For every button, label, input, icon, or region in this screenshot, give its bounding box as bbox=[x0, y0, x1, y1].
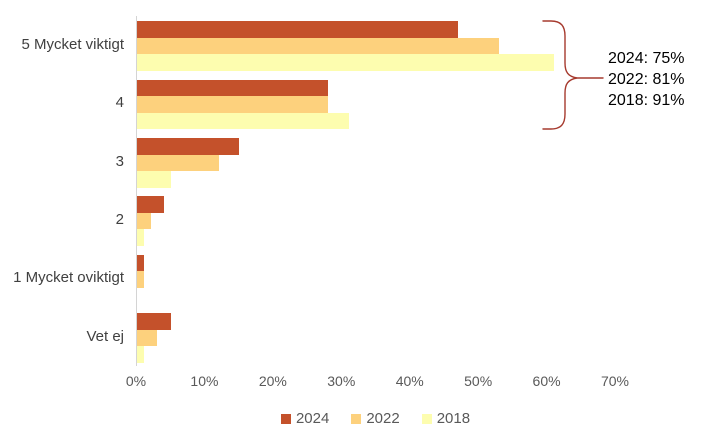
x-tick-label: 0% bbox=[125, 373, 147, 389]
bar-2018-6[interactable] bbox=[137, 346, 144, 363]
bar-2022-1[interactable] bbox=[137, 37, 499, 55]
bar-2024-3[interactable] bbox=[137, 137, 240, 155]
brace-path bbox=[542, 20, 578, 130]
bar-2022-5[interactable] bbox=[137, 271, 144, 288]
bar-2024-2[interactable] bbox=[137, 79, 329, 97]
bar-2022-6[interactable] bbox=[137, 329, 158, 347]
bar-2024-6[interactable] bbox=[137, 312, 172, 330]
category-label: 3 bbox=[0, 133, 124, 191]
category-label: 2 bbox=[0, 191, 124, 249]
bar-2018-4[interactable] bbox=[137, 229, 144, 247]
bar-2024-5[interactable] bbox=[137, 254, 144, 272]
category-row bbox=[137, 249, 615, 307]
category-axis-labels: 5 Mycket viktigt 4 3 2 1 Mycket oviktigt Vet … bbox=[0, 16, 124, 366]
category-label: 5 Mycket viktigt bbox=[0, 16, 124, 74]
legend-swatch-icon bbox=[280, 413, 291, 424]
x-tick-label: 70% bbox=[600, 373, 630, 389]
annotation-line-2018: 2018: 91% bbox=[608, 92, 685, 109]
x-tick-label: 40% bbox=[395, 373, 424, 389]
bar-2022-4[interactable] bbox=[137, 212, 151, 230]
category-label: 1 Mycket oviktigt bbox=[0, 249, 124, 307]
annotation-line-2024: 2024: 75% bbox=[608, 50, 685, 67]
legend-swatch-icon bbox=[421, 413, 432, 424]
legend: 2024 2022 2018 bbox=[136, 410, 615, 427]
x-tick-label: 50% bbox=[464, 373, 493, 389]
category-label-text: 4 bbox=[115, 94, 124, 112]
category-row bbox=[137, 16, 615, 74]
category-label-text: Vet ej bbox=[86, 327, 124, 345]
x-axis: 0% 10% 20% 30% 40% 50% 60% 70% bbox=[126, 373, 629, 391]
category-label: Vet ej bbox=[0, 308, 124, 366]
category-row bbox=[137, 191, 615, 249]
bar-2024-4[interactable] bbox=[137, 196, 165, 213]
category-row bbox=[137, 74, 615, 132]
annotation-line-2022: 2022: 81% bbox=[608, 71, 685, 88]
legend-swatch-icon bbox=[351, 413, 362, 424]
bar-2018-1[interactable] bbox=[137, 54, 554, 72]
category-label: 4 bbox=[0, 74, 124, 132]
bar-2018-3[interactable] bbox=[137, 171, 172, 188]
legend-label: 2018 bbox=[436, 410, 471, 427]
legend-label: 2022 bbox=[366, 410, 400, 427]
legend-item-2024[interactable]: 2024 bbox=[280, 410, 330, 427]
legend-label: 2024 bbox=[295, 410, 330, 427]
x-tick-label: 60% bbox=[532, 373, 561, 389]
category-label-text: 1 Mycket oviktigt bbox=[13, 269, 124, 287]
category-label-text: 2 bbox=[115, 211, 124, 229]
bar-2022-3[interactable] bbox=[137, 154, 219, 172]
category-row bbox=[137, 133, 615, 191]
legend-item-2018[interactable]: 2018 bbox=[421, 410, 471, 427]
category-label-text: 3 bbox=[115, 152, 124, 170]
category-row bbox=[137, 308, 615, 366]
bar-2022-2[interactable] bbox=[137, 96, 329, 113]
category-label-text: 5 Mycket viktigt bbox=[21, 36, 124, 54]
x-tick-label: 20% bbox=[258, 373, 287, 389]
bar-2018-2[interactable] bbox=[137, 112, 349, 130]
brace-annotation-icon bbox=[542, 20, 604, 130]
x-tick-label: 10% bbox=[190, 373, 219, 389]
annotation-text: 2024: 75% 2022: 81% 2018: 91% bbox=[608, 48, 685, 111]
legend-item-2022[interactable]: 2022 bbox=[351, 410, 400, 427]
bar-2024-1[interactable] bbox=[137, 21, 458, 38]
plot-area bbox=[136, 16, 615, 366]
x-tick-label: 30% bbox=[327, 373, 356, 389]
